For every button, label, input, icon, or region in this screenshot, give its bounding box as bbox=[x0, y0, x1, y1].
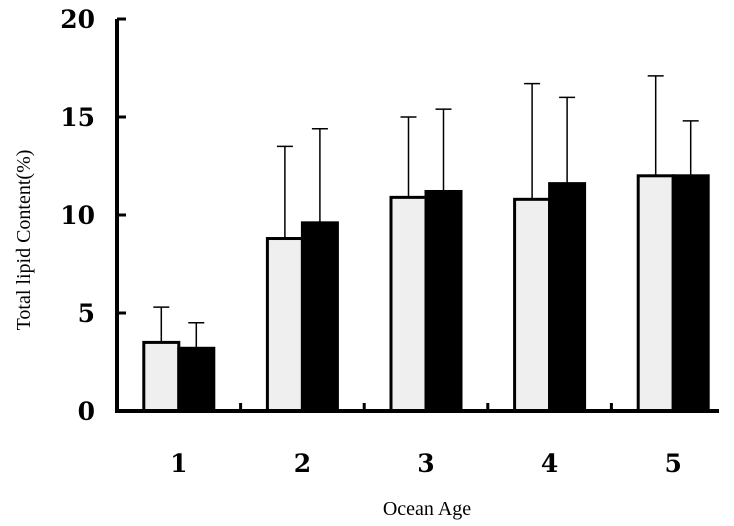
x-tick-label-3: 3 bbox=[417, 449, 434, 478]
bar-s2-4 bbox=[548, 182, 587, 413]
bars-layer bbox=[142, 174, 710, 413]
x-tick-label-5: 5 bbox=[664, 449, 681, 478]
bar-s1-3 bbox=[389, 195, 428, 413]
y-tick-label-0: 0 bbox=[78, 397, 95, 426]
bar-s1-1 bbox=[142, 340, 181, 413]
y-tick-label-15: 15 bbox=[60, 103, 95, 132]
x-tick-label-1: 1 bbox=[170, 449, 187, 478]
bar-s2-3 bbox=[424, 189, 463, 413]
error-bars-layer bbox=[153, 75, 699, 349]
bar-s2-5 bbox=[671, 174, 710, 413]
x-tick-label-4: 4 bbox=[541, 449, 558, 478]
bar-s2-1 bbox=[177, 346, 216, 413]
x-axis-title: Ocean Age bbox=[383, 498, 471, 520]
y-tick-label-5: 5 bbox=[78, 299, 95, 328]
y-axis-title: Total lipid Content(%) bbox=[13, 150, 35, 331]
bar-s2-2 bbox=[300, 221, 339, 413]
bar-s1-2 bbox=[265, 237, 304, 413]
x-ticks-layer: 1 2 3 4 5 bbox=[170, 403, 682, 478]
y-tick-label-20: 20 bbox=[60, 5, 95, 34]
x-tick-label-2: 2 bbox=[294, 449, 311, 478]
bar-s1-5 bbox=[636, 174, 675, 413]
y-ticks-layer: 0 5 10 15 20 bbox=[60, 5, 126, 426]
y-tick-label-10: 10 bbox=[60, 201, 95, 230]
bar-s1-4 bbox=[513, 197, 552, 413]
